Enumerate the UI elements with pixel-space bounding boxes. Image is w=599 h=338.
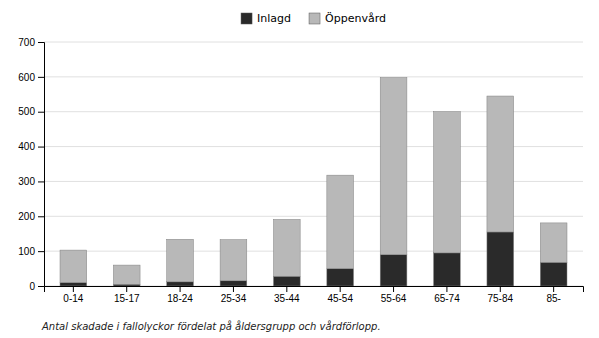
tick-mark: [38, 286, 44, 287]
bar: [113, 265, 140, 284]
bar: [327, 269, 354, 286]
bar: [60, 250, 87, 282]
tick-label: 18-24: [167, 293, 193, 304]
bar: [60, 283, 87, 286]
bar: [380, 255, 407, 286]
bar: [220, 281, 247, 286]
tick-mark: [393, 286, 394, 292]
legend: Inlagd Öppenvård: [241, 12, 386, 25]
tick-label: 85-: [546, 293, 560, 304]
bar-series: [60, 78, 567, 285]
legend-label: Öppenvård: [325, 12, 386, 25]
legend-swatch: [309, 13, 320, 24]
bar: [113, 284, 140, 286]
tick: 45-54: [327, 286, 353, 304]
grid-line: [44, 76, 583, 77]
bar: [434, 112, 461, 253]
tick-mark: [126, 286, 127, 292]
tick-mark: [233, 286, 234, 292]
legend-item: Öppenvård: [309, 12, 386, 25]
tick-mark: [38, 112, 44, 113]
tick: 15-17: [114, 286, 140, 304]
tick-label: 0-14: [63, 293, 83, 304]
tick-label: 600: [18, 72, 35, 83]
legend-item: Inlagd: [241, 12, 291, 25]
bar: [540, 223, 567, 262]
bar: [380, 78, 407, 255]
tick: 700: [18, 37, 44, 48]
legend-label: Inlagd: [257, 12, 291, 25]
bar: [540, 262, 567, 286]
tick-mark: [38, 181, 44, 182]
tick-label: 700: [18, 37, 35, 48]
tick: 85-: [546, 286, 560, 304]
tick-label: 55-64: [381, 293, 407, 304]
tick: 0: [29, 281, 44, 292]
tick-label: 15-17: [114, 293, 140, 304]
tick: 500: [18, 106, 44, 117]
tick: 25-34: [221, 286, 247, 304]
tick: 600: [18, 72, 44, 83]
tick-mark: [553, 286, 554, 292]
tick-mark: [38, 42, 44, 43]
bar-series: [60, 232, 567, 286]
bar: [327, 175, 354, 268]
tick-label: 65-74: [434, 293, 460, 304]
tick-label: 400: [18, 141, 35, 152]
bars: [60, 78, 567, 286]
tick-mark: [286, 286, 287, 292]
tick-mark: [446, 286, 447, 292]
tick-label: 100: [18, 246, 35, 257]
grid-line: [44, 42, 583, 43]
tick: 300: [18, 176, 44, 187]
tick: 18-24: [167, 286, 193, 304]
tick-mark: [180, 286, 181, 292]
tick: 75-84: [487, 286, 513, 304]
tick: 55-64: [381, 286, 407, 304]
bar: [273, 276, 300, 286]
bar: [434, 253, 461, 286]
tick-mark: [38, 216, 44, 217]
tick: 0-14: [63, 286, 83, 304]
tick-mark: [73, 286, 74, 292]
plot-area: 0 100 200 300 400 500 600 700 0-14 15-17 18-24 25-3…: [18, 37, 583, 304]
legend-swatch: [241, 13, 252, 24]
tick-mark: [340, 286, 341, 292]
tick-label: 25-34: [221, 293, 247, 304]
tick-label: 35-44: [274, 293, 300, 304]
x-axis: 0-14 15-17 18-24 25-34 35-44 45-54 55-64 65-74 7…: [45, 286, 584, 304]
axis-line: [45, 287, 584, 293]
caption: Antal skadade i fallolyckor fördelat på …: [41, 320, 381, 332]
tick: 100: [18, 246, 44, 257]
tick-label: 0: [29, 281, 35, 292]
bar: [487, 232, 514, 286]
tick: 35-44: [274, 286, 300, 304]
bar: [220, 240, 247, 281]
tick-mark: [500, 286, 501, 292]
axis-line: [38, 43, 45, 287]
tick-label: 500: [18, 106, 35, 117]
bar: [487, 96, 514, 232]
tick-label: 200: [18, 211, 35, 222]
bar: [167, 282, 194, 286]
bar: [273, 219, 300, 276]
bar: [167, 239, 194, 282]
tick: 400: [18, 141, 44, 152]
tick-mark: [38, 147, 44, 148]
tick-mark: [38, 251, 44, 252]
tick-label: 45-54: [327, 293, 353, 304]
chart: 0 100 200 300 400 500 600 700 0-14 15-17 18-24 25-3…: [0, 0, 599, 338]
tick: 200: [18, 211, 44, 222]
y-axis: 0 100 200 300 400 500 600 700: [18, 37, 44, 292]
grid: [44, 42, 583, 286]
tick-label: 300: [18, 176, 35, 187]
tick-label: 75-84: [487, 293, 513, 304]
tick-mark: [38, 77, 44, 78]
tick: 65-74: [434, 286, 460, 304]
